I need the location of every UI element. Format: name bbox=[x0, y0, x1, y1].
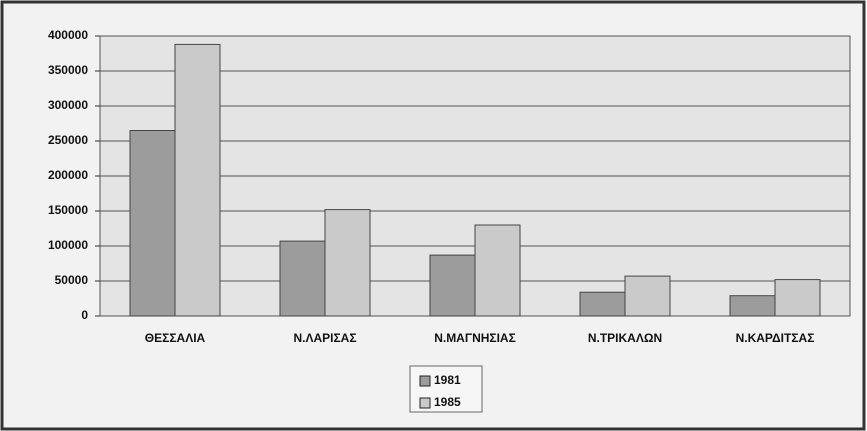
bar bbox=[429, 254, 476, 317]
bar bbox=[474, 224, 521, 317]
y-tick-label: 350000 bbox=[48, 63, 88, 77]
bar bbox=[624, 275, 671, 317]
bar bbox=[774, 279, 821, 317]
bar bbox=[579, 291, 626, 317]
x-tick-label: Ν.ΜΑΓΝΗΣΙΑΣ bbox=[434, 331, 516, 345]
x-tick-label: Ν.ΤΡΙΚΑΛΩΝ bbox=[588, 331, 662, 345]
y-tick-label: 300000 bbox=[48, 98, 88, 112]
x-tick-label: ΘΕΣΣΑΛΙΑ bbox=[145, 331, 206, 345]
legend-label: 1985 bbox=[434, 395, 461, 409]
y-tick-label: 100000 bbox=[48, 238, 88, 252]
bar bbox=[129, 130, 176, 317]
y-tick-label: 150000 bbox=[48, 203, 88, 217]
legend-label: 1981 bbox=[434, 373, 461, 387]
x-tick-label: Ν.ΚΑΡΔΙΤΣΑΣ bbox=[736, 331, 815, 345]
bar bbox=[174, 43, 221, 317]
legend-swatch bbox=[419, 375, 431, 387]
bar bbox=[279, 240, 326, 317]
y-tick-label: 400000 bbox=[48, 28, 88, 42]
y-tick-label: 200000 bbox=[48, 168, 88, 182]
bar bbox=[324, 209, 371, 317]
legend-swatch bbox=[419, 397, 431, 409]
y-tick-label: 250000 bbox=[48, 133, 88, 147]
y-tick-label: 0 bbox=[81, 308, 88, 322]
x-tick-label: Ν.ΛΑΡΙΣΑΣ bbox=[293, 331, 356, 345]
y-tick-label: 50000 bbox=[55, 273, 89, 287]
bar bbox=[729, 295, 776, 317]
